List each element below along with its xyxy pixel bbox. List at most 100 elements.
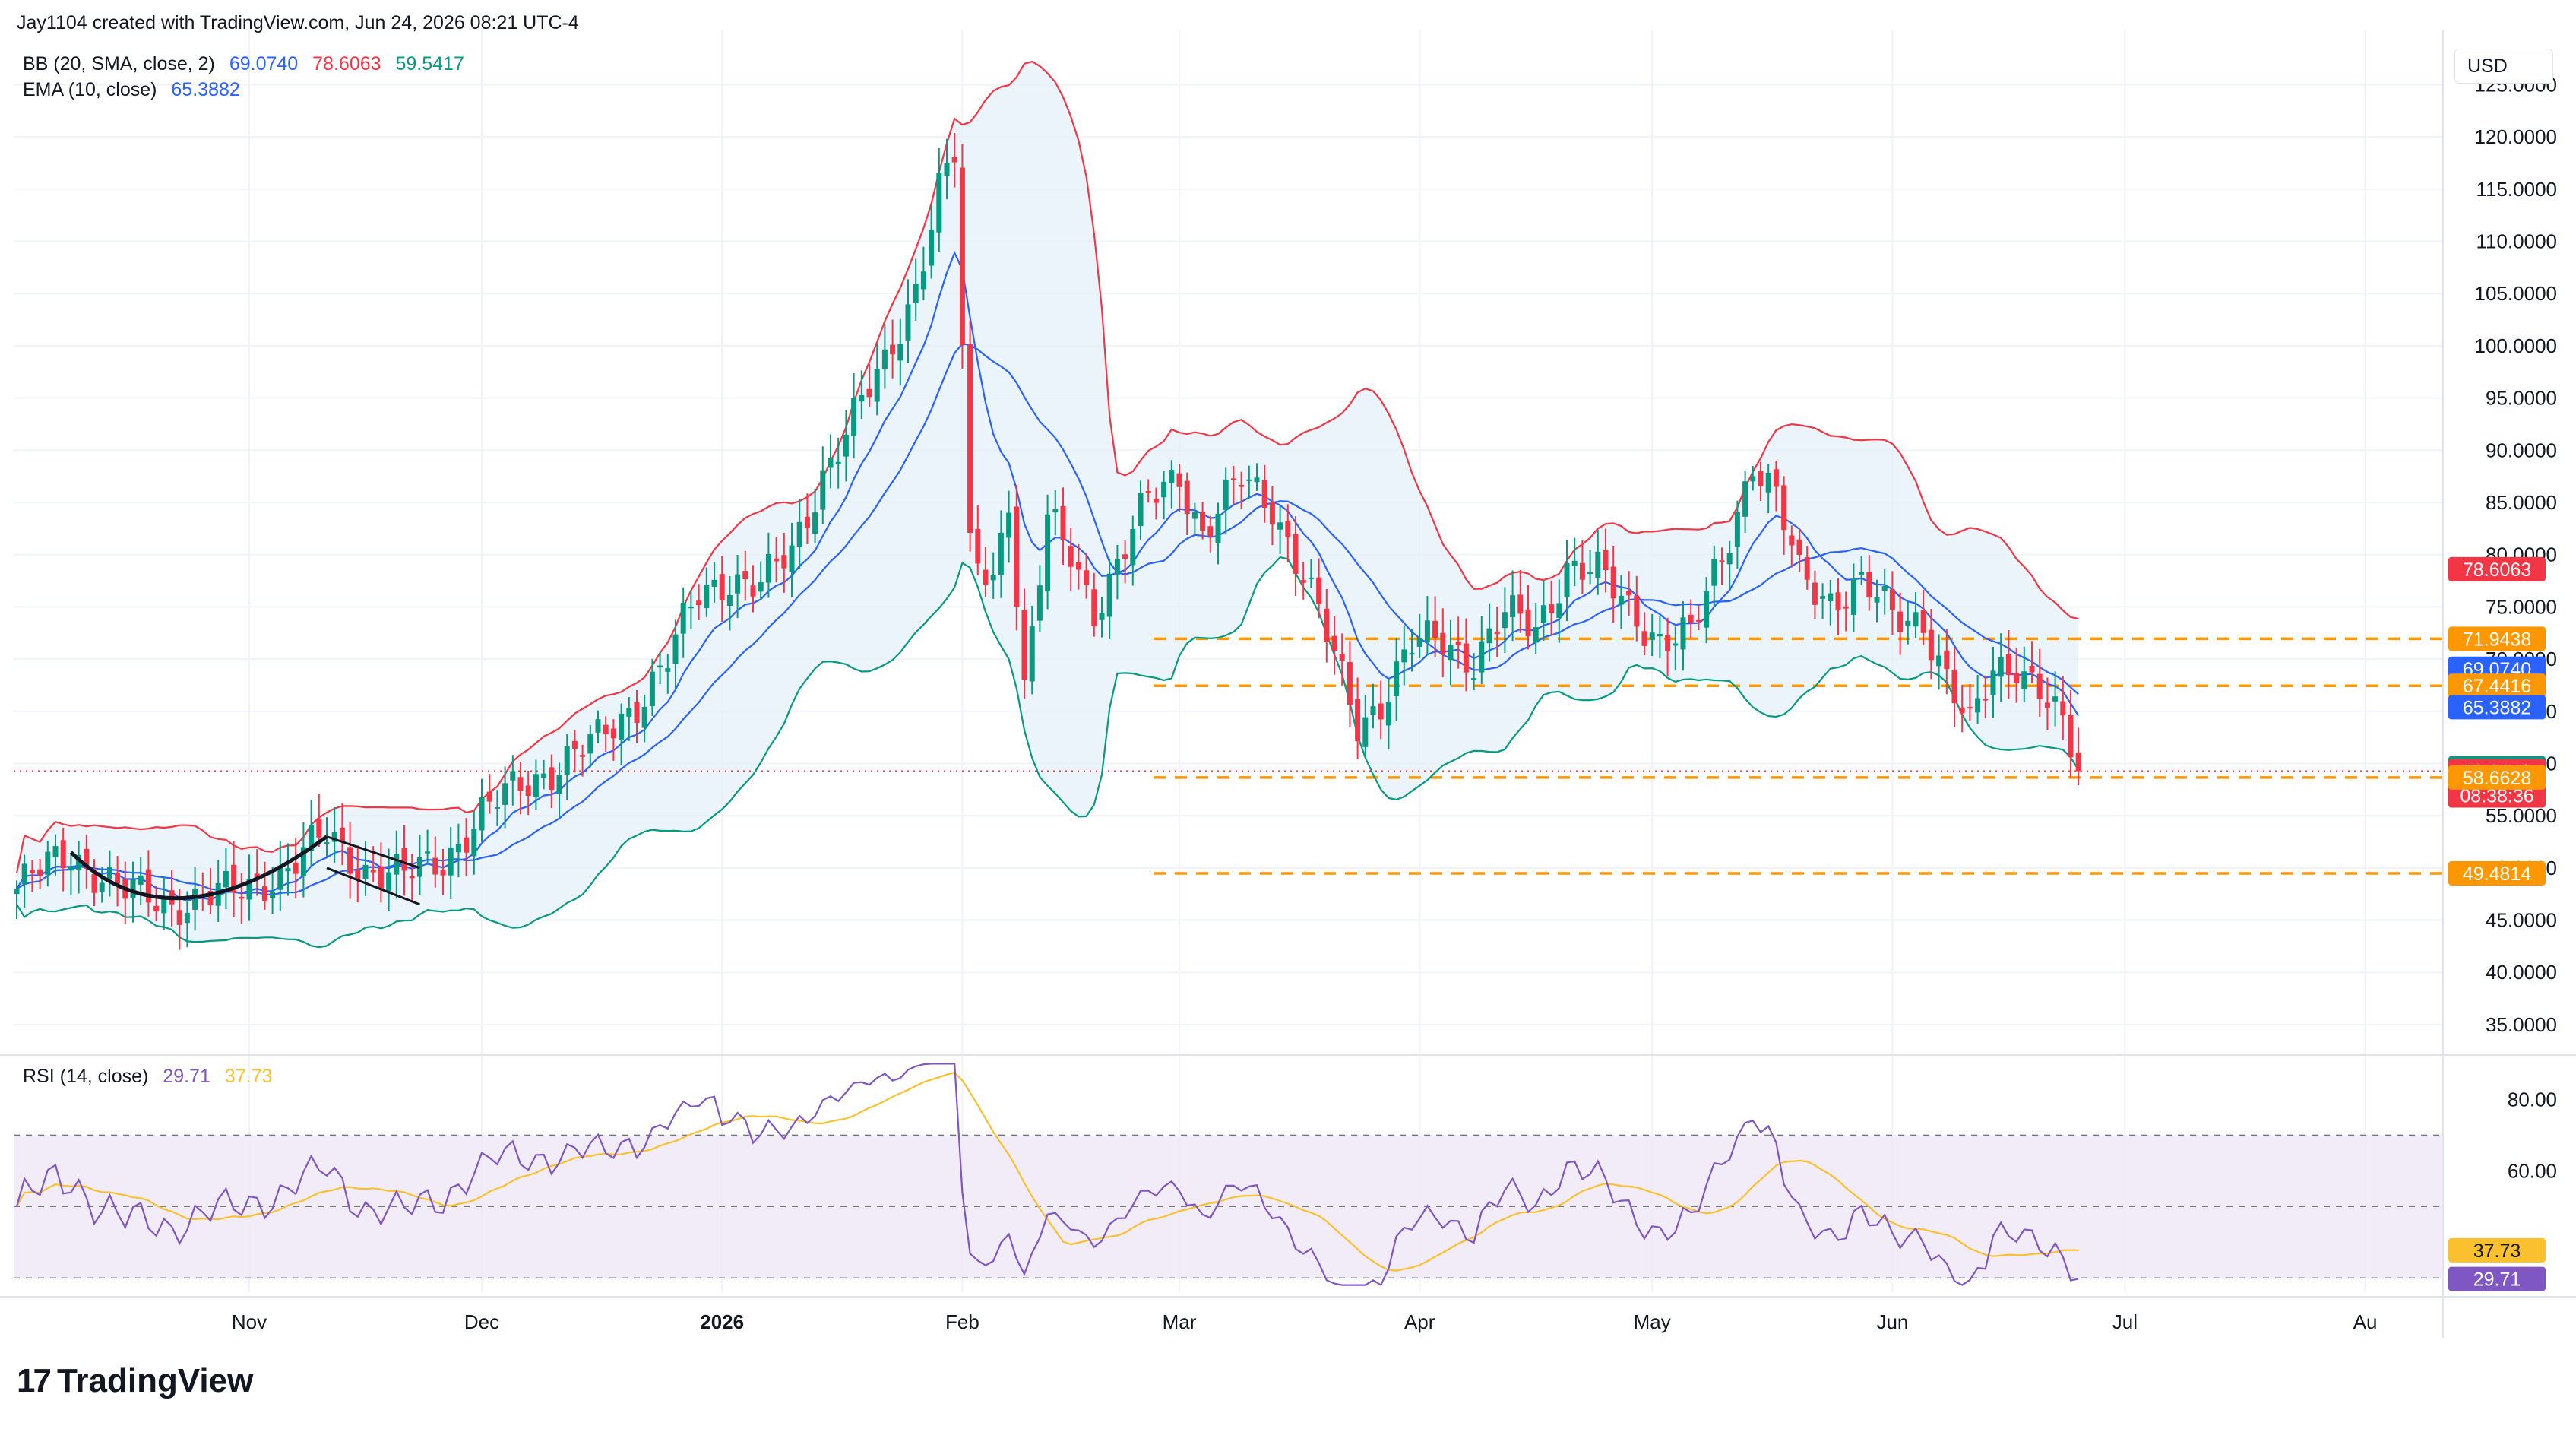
time-tick-label: Dec — [464, 1310, 499, 1333]
brand-name: TradingView — [56, 1362, 254, 1399]
candle-body — [99, 882, 105, 892]
candle-body — [153, 905, 160, 912]
price-tag-text: 65.3882 — [2463, 697, 2531, 718]
candle-body — [309, 825, 315, 851]
rsi-tag-text: 29.71 — [2473, 1269, 2521, 1291]
candle-body — [742, 571, 748, 580]
cup-curve — [69, 835, 328, 901]
candle-body — [1773, 469, 1779, 487]
candle-body — [1525, 609, 1531, 637]
candle-body — [246, 879, 252, 900]
candle-body — [726, 594, 733, 606]
candle-body — [1191, 512, 1198, 519]
price-tag-text: 78.6063 — [2463, 559, 2531, 581]
candle-body — [1300, 580, 1306, 583]
candle-body — [1045, 514, 1051, 591]
candle-body — [1897, 611, 1904, 632]
candle-body — [1595, 551, 1601, 578]
candle-body — [781, 555, 787, 569]
candle-body — [1385, 701, 1391, 726]
bb-basis-value: 69.0740 — [229, 53, 299, 74]
support-lines — [14, 637, 2443, 875]
time-tick-label: Feb — [945, 1310, 979, 1333]
candle-body — [641, 706, 647, 728]
candle-body — [1634, 595, 1640, 627]
candle-body — [1905, 620, 1911, 626]
ema-value: 65.3882 — [171, 79, 240, 100]
candle-body — [192, 889, 198, 910]
candle-body — [1571, 560, 1578, 566]
currency-selector[interactable]: USD — [2454, 49, 2553, 84]
price-tag-box — [2448, 695, 2546, 720]
rsi-band — [14, 1135, 2443, 1278]
candle-body — [1959, 707, 1965, 714]
candle-body — [52, 846, 59, 857]
candle-body — [874, 369, 880, 402]
candle-body — [1215, 513, 1221, 543]
candle-body — [1618, 595, 1624, 605]
candle-body — [1091, 589, 1097, 627]
candle-body — [1122, 554, 1128, 559]
price-tick-label: 95.0000 — [2486, 387, 2557, 410]
candle-body — [1285, 521, 1291, 538]
rsi-tag-box — [2448, 1237, 2546, 1263]
candle-body — [331, 832, 337, 842]
candle-body — [1688, 614, 1694, 623]
candle-body — [1455, 642, 1461, 645]
price-tag-box — [2448, 556, 2546, 581]
price-tick-label: 120.0000 — [2475, 125, 2557, 148]
candle-body — [1075, 562, 1081, 570]
candle-body — [1347, 662, 1353, 705]
candle-body — [1230, 478, 1236, 480]
candle-body — [843, 434, 849, 457]
rsi-value: 29.71 — [163, 1066, 210, 1087]
candle-body — [2075, 753, 2081, 772]
candle-body — [1695, 619, 1701, 622]
candle-body — [1649, 632, 1655, 640]
candle-body — [91, 873, 97, 893]
candle-body — [1106, 573, 1112, 617]
candle-body — [959, 167, 965, 346]
candle-body — [316, 818, 322, 838]
candle-body — [176, 910, 182, 925]
candle-body — [1990, 670, 1996, 695]
candle-body — [1510, 595, 1516, 617]
candle-body — [68, 867, 74, 871]
candle-body — [1254, 477, 1260, 483]
candle-body — [1665, 635, 1671, 651]
price-tick-label: 110.0000 — [2476, 230, 2557, 253]
candle-body — [804, 516, 810, 528]
candle-body — [1983, 699, 1989, 701]
candle-body — [409, 876, 415, 879]
candle-body — [1967, 707, 1973, 709]
candle-body — [479, 797, 485, 831]
candle-body — [300, 847, 306, 876]
candle-body — [1169, 470, 1175, 483]
price-tick-label: 45.0000 — [2486, 909, 2557, 932]
candle-body — [76, 854, 82, 870]
candle-body — [1471, 678, 1477, 680]
candle-body — [1866, 572, 1872, 598]
candle-body — [1936, 655, 1942, 667]
time-tick-label: Apr — [1404, 1310, 1435, 1333]
candle-body — [626, 708, 632, 717]
candle-body — [37, 869, 43, 876]
candle-body — [1998, 657, 2004, 677]
candle-body — [1556, 603, 1562, 618]
candle-body — [967, 344, 973, 534]
candle-body — [1951, 669, 1957, 704]
candle-body — [494, 807, 500, 810]
candle-body — [1261, 480, 1267, 508]
candle-body — [2044, 702, 2050, 708]
candle-body — [2005, 654, 2011, 676]
candle-body — [1036, 585, 1043, 621]
candle-body — [1796, 539, 1802, 556]
candle-body — [774, 558, 780, 562]
candle-body — [1742, 481, 1748, 517]
candle-body — [1424, 620, 1430, 643]
price-tick-label: 90.0000 — [2486, 439, 2557, 461]
price-tag: 71.9438 — [2448, 626, 2546, 651]
candle-body — [448, 847, 454, 876]
candle-body — [929, 230, 935, 266]
price-tag-text: 71.9438 — [2463, 629, 2531, 650]
